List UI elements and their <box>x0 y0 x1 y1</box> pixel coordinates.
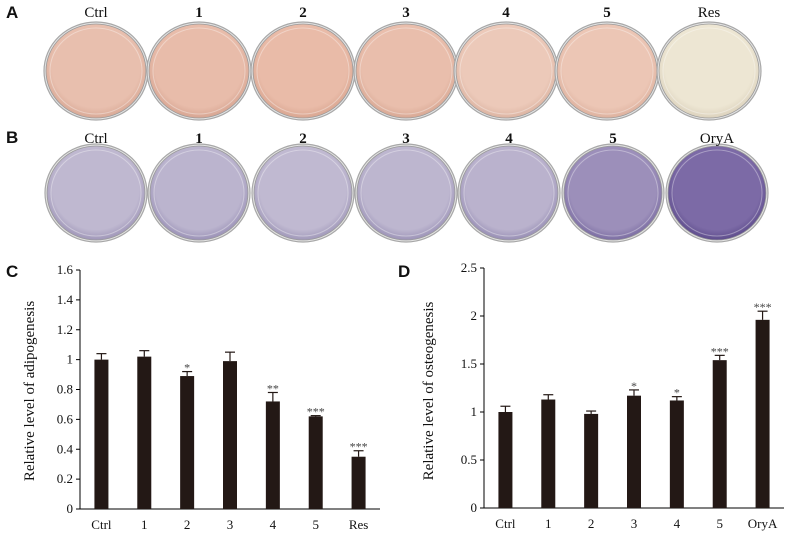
petri-dish <box>353 21 459 121</box>
y-tick-label: 0 <box>471 500 478 515</box>
y-tick-label: 1 <box>67 352 74 367</box>
panel-label-c: C <box>6 262 18 281</box>
x-tick-label: OryA <box>748 516 778 531</box>
bar <box>94 359 109 509</box>
significance-marker: *** <box>350 440 368 454</box>
petri-dish <box>250 21 356 121</box>
y-tick-label: 1.2 <box>57 322 73 337</box>
x-tick-label: 3 <box>227 517 234 532</box>
dish-label: Ctrl <box>84 5 107 21</box>
panel-label-a: A <box>6 3 18 22</box>
dish-label: 2 <box>299 131 307 147</box>
dish-label: 2 <box>299 5 307 21</box>
y-tick-label: 0.5 <box>461 452 477 467</box>
x-tick-label: 2 <box>588 516 595 531</box>
y-tick-label: 1.6 <box>57 262 74 277</box>
petri-dish <box>44 143 148 243</box>
y-axis-label: Relative level of adipogenesis <box>22 301 38 482</box>
chart-adipogenesis: Relative level of adipogenesis 0 0.2 0.4 0.… <box>22 262 380 532</box>
dish-label: 3 <box>402 5 410 21</box>
bar <box>755 319 770 508</box>
dish-label: 4 <box>505 131 513 147</box>
chart-osteogenesis: Relative level of osteogenesis 0 0.5 1 1.5 2… <box>421 260 784 531</box>
significance-marker: *** <box>711 344 729 358</box>
bar <box>627 395 641 508</box>
dish-label: Ctrl <box>84 131 107 147</box>
significance-marker: * <box>674 386 680 400</box>
petri-dish <box>146 21 252 121</box>
x-tick-label: Ctrl <box>495 516 516 531</box>
bar <box>712 360 727 508</box>
bar <box>265 401 280 509</box>
significance-marker: *** <box>754 300 772 314</box>
bar <box>669 400 684 508</box>
dish-label: OryA <box>700 131 734 147</box>
petri-dish <box>453 21 559 121</box>
bar <box>584 413 599 508</box>
petri-dish <box>354 143 458 243</box>
dish-label: 5 <box>603 5 611 21</box>
dish-label: Res <box>698 5 721 21</box>
y-tick-label: 0.4 <box>57 441 74 456</box>
y-tick-label: 0.2 <box>57 471 73 486</box>
y-tick-label: 0 <box>67 501 74 516</box>
x-tick-label: Ctrl <box>91 517 112 532</box>
dish-label: 1 <box>195 131 203 147</box>
y-tick-label: 1.4 <box>57 292 74 307</box>
significance-marker: *** <box>307 405 325 419</box>
x-tick-label: 5 <box>312 517 319 532</box>
panel-label-b: B <box>6 128 18 147</box>
petri-dish <box>457 143 561 243</box>
y-tick-label: 1 <box>471 404 478 419</box>
dish-row-osteogenesis: Ctrl 1 2 3 4 5 OryA <box>44 131 769 243</box>
significance-marker: ** <box>267 381 279 395</box>
x-tick-label: 2 <box>184 517 191 532</box>
petri-dish <box>251 143 355 243</box>
x-tick-label: 4 <box>270 517 277 532</box>
y-tick-label: 2.5 <box>461 260 477 275</box>
dish-row-adipogenesis: Ctrl 1 2 3 4 5 Res <box>43 5 762 121</box>
petri-dish <box>665 143 769 243</box>
x-tick-label: 1 <box>545 516 552 531</box>
y-tick-label: 0.8 <box>57 382 73 397</box>
petri-dish <box>147 143 251 243</box>
bar <box>498 412 513 508</box>
dish-label: 1 <box>195 5 203 21</box>
y-tick-label: 1.5 <box>461 356 477 371</box>
petri-dish <box>554 21 660 121</box>
bar <box>308 416 323 509</box>
dish-label: 3 <box>402 131 410 147</box>
bar <box>541 399 556 508</box>
x-tick-label: Res <box>349 517 369 532</box>
bar <box>351 456 366 509</box>
bar <box>223 361 237 509</box>
bar <box>180 376 195 509</box>
dish-label: 4 <box>502 5 510 21</box>
y-tick-label: 2 <box>471 308 478 323</box>
significance-marker: * <box>631 379 637 393</box>
bar <box>137 356 152 509</box>
petri-dish <box>561 143 665 243</box>
y-tick-label: 0.6 <box>57 411 74 426</box>
x-tick-label: 1 <box>141 517 148 532</box>
y-axis-label: Relative level of osteogenesis <box>421 301 437 480</box>
petri-dish <box>43 21 149 121</box>
x-tick-label: 3 <box>631 516 638 531</box>
panel-label-d: D <box>398 262 410 281</box>
x-tick-label: 4 <box>674 516 681 531</box>
dish-label: 5 <box>609 131 617 147</box>
petri-dish <box>656 21 762 121</box>
significance-marker: * <box>184 361 190 375</box>
x-tick-label: 5 <box>716 516 723 531</box>
